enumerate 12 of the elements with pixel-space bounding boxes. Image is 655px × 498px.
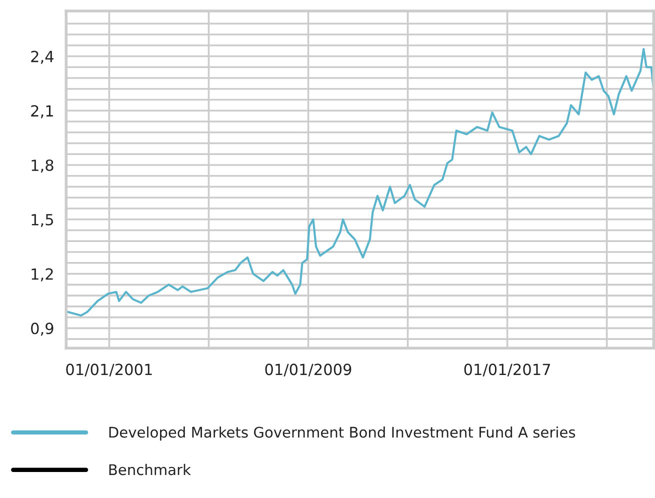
- y-tick-label: 2,4: [31, 50, 54, 64]
- legend-label: Benchmark: [109, 464, 191, 476]
- y-tick-label: 1,5: [32, 214, 54, 227]
- y-tick-label: 0,9: [31, 322, 54, 336]
- line-series: [66, 48, 654, 317]
- y-tick-label: 1,2: [32, 268, 53, 282]
- y-tick-label: 1,8: [32, 159, 54, 173]
- legend-label: Developed Markets Government Bond Investment Fund A series: [109, 426, 576, 441]
- x-tick-label: 01/01/2017: [464, 364, 550, 376]
- x-tick-label: 01/01/2009: [265, 364, 352, 376]
- y-tick-label: 2,1: [31, 105, 53, 118]
- x-tick-label: 01/01/2001: [66, 364, 152, 376]
